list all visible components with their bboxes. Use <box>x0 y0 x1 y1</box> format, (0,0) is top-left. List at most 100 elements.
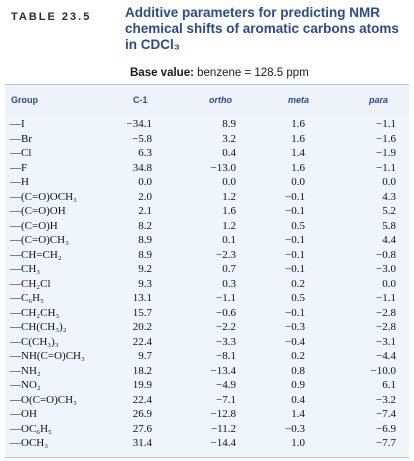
group-cell: —(C=O)CH₃ <box>10 234 69 246</box>
para-cell: 6.1 <box>382 379 396 391</box>
ortho-cell: −12.8 <box>210 408 236 420</box>
table-row: —H 0.0 0.0 0.0 0.0 <box>5 176 409 188</box>
c1-cell: 8.2 <box>138 219 152 232</box>
bottom-rule <box>5 457 409 458</box>
group-cell: —OC₆H₅ <box>10 422 52 435</box>
group-cell: —F <box>10 161 28 174</box>
meta-cell: −0.1 <box>285 248 305 261</box>
c1-cell: 15.7 <box>132 306 152 319</box>
table-row: —C₆H₅ 13.1 −1.1 0.5 −1.1 <box>5 292 409 304</box>
table-row: —(C=O)OCH₃ 2.0 1.2 −0.1 4.3 <box>5 191 409 203</box>
meta-cell: 1.6 <box>291 132 305 145</box>
c1-cell: 19.9 <box>132 379 152 391</box>
table-row: —(C=O)CH₃ 8.9 0.1 −0.1 4.4 <box>5 234 409 246</box>
para-cell: −2.8 <box>376 321 396 333</box>
meta-cell: 1.6 <box>291 161 305 174</box>
c1-cell: 0.0 <box>138 176 152 188</box>
table-body <box>5 115 409 457</box>
table-row: —NO₂ 19.9 −4.9 0.9 6.1 <box>5 379 409 391</box>
para-cell: −1.9 <box>376 147 396 159</box>
table-row: —I −34.1 8.9 1.6 −1.1 <box>5 118 409 130</box>
group-cell: —OCH₃ <box>10 437 49 449</box>
ortho-cell: 8.9 <box>222 118 236 130</box>
group-cell: —(C=O)OCH₃ <box>10 190 77 203</box>
group-cell: —I <box>10 118 25 130</box>
c1-cell: 8.9 <box>138 248 152 261</box>
para-cell: −7.7 <box>376 437 396 449</box>
header-para: para <box>369 95 389 105</box>
meta-cell: 0.4 <box>291 393 305 406</box>
ortho-cell: 0.4 <box>222 147 236 159</box>
meta-cell: −0.4 <box>285 335 305 348</box>
meta-cell: 1.6 <box>291 118 305 130</box>
table-row: —OH 26.9 −12.8 1.4 −7.4 <box>5 408 409 420</box>
table-row: —Cl 6.3 0.4 1.4 −1.9 <box>5 147 409 159</box>
group-cell: —C(CH₃)₃ <box>10 335 59 348</box>
para-cell: −10.0 <box>370 364 396 377</box>
meta-cell: 0.2 <box>291 350 305 362</box>
header-c1: C-1 <box>133 95 148 105</box>
group-cell: —Cl <box>10 147 32 159</box>
group-cell: —Br <box>10 132 32 145</box>
group-cell: —CH=CH₂ <box>10 248 62 261</box>
c1-cell: 9.2 <box>138 263 152 275</box>
ortho-cell: −1.1 <box>216 292 236 304</box>
meta-cell: −0.1 <box>285 205 305 217</box>
table-row: —(C=O)H 8.2 1.2 0.5 5.8 <box>5 220 409 232</box>
group-cell: —CH₃ <box>10 263 41 275</box>
table-row: —CH₂Cl 9.3 0.3 0.2 0.0 <box>5 278 409 290</box>
ortho-cell: 0.0 <box>222 176 236 188</box>
c1-cell: 18.2 <box>132 364 152 377</box>
para-cell: −0.8 <box>376 248 396 261</box>
para-cell: −3.0 <box>376 263 396 275</box>
c1-cell: 8.9 <box>138 234 152 246</box>
para-cell: 4.4 <box>382 234 396 246</box>
group-cell: —NO₂ <box>10 379 41 391</box>
para-cell: −1.1 <box>376 292 396 304</box>
meta-cell: −0.1 <box>285 190 305 203</box>
table-row: —OCH₃ 31.4 −14.4 1.0 −7.7 <box>5 437 409 449</box>
para-cell: −7.4 <box>376 408 396 420</box>
table-row: —O(C=O)CH₃ 22.4 −7.1 0.4 −3.2 <box>5 394 409 406</box>
ortho-cell: −4.9 <box>216 379 236 391</box>
c1-cell: 20.2 <box>132 321 152 333</box>
ortho-cell: 0.3 <box>222 277 236 290</box>
c1-cell: 9.3 <box>138 277 152 290</box>
meta-cell: 0.5 <box>291 219 305 232</box>
para-cell: 5.2 <box>382 205 396 217</box>
ortho-cell: 0.1 <box>222 234 236 246</box>
table-row: —Br −5.8 3.2 1.6 −1.6 <box>5 133 409 145</box>
header-meta: meta <box>288 95 310 105</box>
meta-cell: 0.0 <box>291 176 305 188</box>
ortho-cell: 3.2 <box>222 132 236 145</box>
para-cell: −6.9 <box>376 422 396 435</box>
header-ortho: ortho <box>209 95 232 105</box>
c1-cell: −5.8 <box>132 132 152 145</box>
c1-cell: 9.7 <box>138 350 152 362</box>
table-row: —CH=CH₂ 8.9 −2.3 −0.1 −0.8 <box>5 249 409 261</box>
para-cell: 0.0 <box>382 176 396 188</box>
group-cell: —C₆H₅ <box>10 292 44 304</box>
table-row: —F 34.8 −13.0 1.6 −1.1 <box>5 162 409 174</box>
ortho-cell: −2.2 <box>216 321 236 333</box>
group-cell: —CH₂CH₃ <box>10 306 60 319</box>
group-cell: —(C=O)OH <box>10 205 66 217</box>
para-cell: −2.8 <box>376 306 396 319</box>
ortho-cell: −8.1 <box>216 350 236 362</box>
group-cell: —O(C=O)CH₃ <box>10 393 77 406</box>
meta-cell: 1.4 <box>291 408 305 420</box>
c1-cell: 13.1 <box>132 292 152 304</box>
c1-cell: 22.4 <box>132 393 152 406</box>
base-value: Base value: benzene = 128.5 ppm <box>130 67 309 79</box>
table-row: —CH₂CH₃ 15.7 −0.6 −0.1 −2.8 <box>5 307 409 319</box>
table-row: —CH₃ 9.2 0.7 −0.1 −3.0 <box>5 263 409 275</box>
table-panel: TABLE 23.5 Additive parameters for predi… <box>5 0 409 459</box>
c1-cell: 31.4 <box>132 437 152 449</box>
para-cell: −4.4 <box>376 350 396 362</box>
para-cell: 0.0 <box>382 277 396 290</box>
meta-cell: −0.1 <box>285 234 305 246</box>
group-cell: —CH₂Cl <box>10 277 51 290</box>
para-cell: −1.1 <box>376 161 396 174</box>
table-row: —(C=O)OH 2.1 1.6 −0.1 5.2 <box>5 205 409 217</box>
meta-cell: −0.3 <box>285 422 305 435</box>
